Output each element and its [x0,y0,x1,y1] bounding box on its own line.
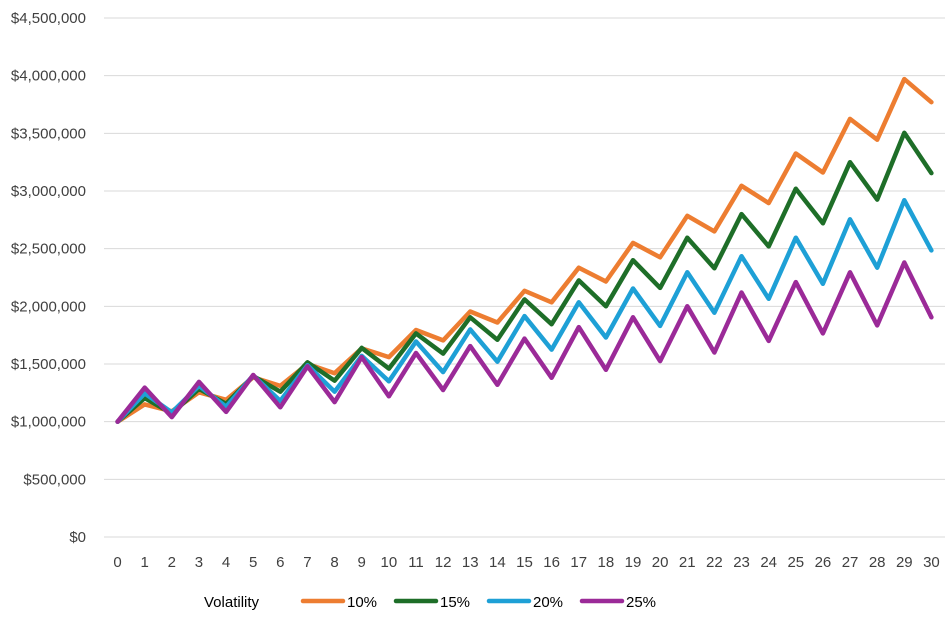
legend-label: 20% [533,594,563,611]
x-tick-label: 25 [787,554,804,571]
y-tick-label: $4,500,000 [11,10,86,27]
y-tick-label: $500,000 [23,471,86,488]
x-tick-label: 26 [815,554,832,571]
legend-label: 15% [440,594,470,611]
legend-title: Volatility [204,594,260,611]
x-tick-label: 30 [923,554,940,571]
x-tick-label: 1 [141,554,149,571]
y-tick-label: $2,000,000 [11,298,86,315]
x-tick-label: 4 [222,554,230,571]
y-tick-label: $0 [69,529,86,546]
series-line-25pct [115,260,934,424]
x-tick-label: 16 [543,554,560,571]
x-tick-label: 15 [516,554,533,571]
x-tick-label: 14 [489,554,506,571]
x-axis-tick-labels: 0 1 2 3 4 5 6 7 8 9 10 11 12 13 14 15 16 17 18 19 20 21 22 23 24… [113,554,939,571]
x-tick-label: 23 [733,554,750,571]
series-line-15pct [115,130,934,424]
x-tick-label: 10 [381,554,398,571]
legend-label: 25% [626,594,656,611]
x-tick-label: 29 [896,554,913,571]
y-tick-label: $4,000,000 [11,68,86,85]
x-tick-label: 22 [706,554,723,571]
x-tick-label: 9 [358,554,366,571]
x-tick-label: 0 [113,554,121,571]
x-tick-label: 27 [842,554,859,571]
x-tick-label: 12 [435,554,452,571]
x-tick-label: 28 [869,554,886,571]
x-tick-label: 18 [598,554,615,571]
x-tick-label: 5 [249,554,257,571]
x-tick-label: 17 [570,554,587,571]
x-tick-label: 19 [625,554,642,571]
x-tick-label: 13 [462,554,479,571]
x-tick-label: 20 [652,554,669,571]
x-tick-label: 21 [679,554,696,571]
y-tick-label: $3,500,000 [11,125,86,142]
x-tick-label: 7 [303,554,311,571]
x-tick-label: 8 [330,554,338,571]
y-tick-label: $1,000,000 [11,414,86,431]
y-tick-label: $1,500,000 [11,356,86,373]
legend-label: 10% [347,594,377,611]
legend: Volatility 10% 15% 20% 25% [204,594,656,611]
series-line-10pct [115,76,934,424]
y-axis-tick-labels: $0 $500,000 $1,000,000 $1,500,000 $2,000,000… [11,10,86,546]
series-lines [115,76,934,424]
y-tick-label: $3,000,000 [11,183,86,200]
x-tick-label: 6 [276,554,284,571]
gridlines [104,17,945,538]
x-tick-label: 11 [408,554,424,571]
y-tick-label: $2,500,000 [11,241,86,258]
x-tick-label: 3 [195,554,203,571]
x-tick-label: 2 [168,554,176,571]
x-tick-label: 24 [760,554,777,571]
